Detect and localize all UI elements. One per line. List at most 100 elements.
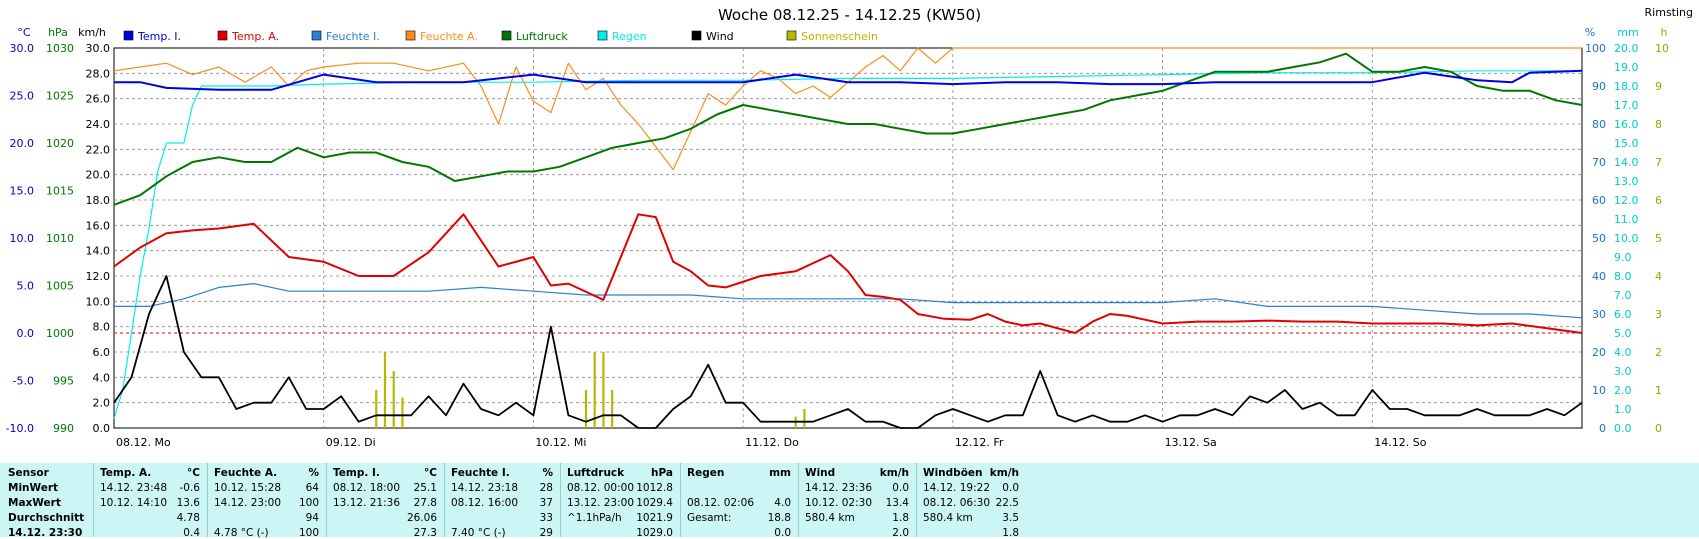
series-feuchte-a (113, 47, 1582, 171)
rain-axis-tick: 14.0 (1614, 156, 1639, 169)
rain-axis-tick: 3.0 (1614, 365, 1632, 378)
pressure-axis-tick: 1020 (46, 137, 74, 150)
humidity-axis-tick: 90 (1592, 80, 1606, 93)
legend-swatch (691, 30, 702, 41)
cell-value: 0.0 (1002, 482, 1019, 494)
sun-axis-tick: 1 (1655, 384, 1662, 397)
cell-value: 0.0 (774, 527, 791, 539)
block-sensor: Temp. I. (333, 467, 380, 479)
wind-axis-tick: 4.0 (93, 371, 111, 384)
cell-time: 08.12. 16:00 (451, 497, 518, 509)
cell-value: 29 (539, 527, 553, 539)
legend-label: Wind (706, 30, 734, 43)
table-row-labels: Sensor MinWert MaxWert Durchschnitt 14.12. 2… (0, 463, 93, 539)
rain-axis-tick: 13.0 (1614, 175, 1639, 188)
sunshine-bar (803, 409, 806, 428)
rain-axis-tick: 16.0 (1614, 118, 1639, 131)
sunshine-bar (375, 390, 378, 428)
pressure-axis-tick: 1010 (46, 232, 74, 245)
rain-axis-tick: 17.0 (1614, 99, 1639, 112)
block-sensor: Wind (805, 467, 836, 479)
cell-time: 13.12. 21:36 (333, 497, 400, 509)
block-unit: hPa (651, 467, 673, 479)
cell-value: 0.4 (183, 527, 200, 539)
block-sensor: Temp. A. (100, 467, 152, 479)
cell-time: 10.12. 14:10 (100, 497, 167, 509)
cell-time: 14.12. 19:22 (923, 482, 990, 494)
sunshine-bar (401, 397, 404, 428)
cell-time: 10.12. 15:28 (214, 482, 281, 494)
cell-value: 3.5 (1002, 512, 1019, 524)
wind-axis-tick: 20.0 (86, 169, 111, 182)
humidity-axis-tick: 20 (1592, 346, 1606, 359)
cell-time: 08.12. 00:00 (567, 482, 634, 494)
pressure-axis-tick: 995 (53, 375, 74, 388)
cell-time: 08.12. 02:06 (687, 497, 754, 509)
cell-time: 14.12. 23:18 (451, 482, 518, 494)
rain-axis-tick: 8.0 (1614, 270, 1632, 283)
rain-axis-tick: 11.0 (1614, 213, 1639, 226)
series-regen (113, 70, 1582, 419)
legend-label: Feuchte A. (420, 30, 478, 43)
rain-axis-tick: 15.0 (1614, 137, 1639, 150)
rain-axis-tick: 1.0 (1614, 403, 1632, 416)
series-wind (113, 275, 1583, 429)
wind-axis-tick: 26.0 (86, 93, 111, 106)
rain-axis-tick: 12.0 (1614, 194, 1639, 207)
cell-value: 0.0 (892, 482, 909, 494)
cell-value: 27.3 (413, 527, 437, 539)
series-feuchte-i (114, 283, 1583, 319)
row-label: MaxWert (8, 497, 61, 509)
temp-axis-tick: 5.0 (17, 280, 35, 293)
humidity-axis-tick: 70 (1592, 156, 1606, 169)
temp-unit: °C (17, 26, 31, 39)
cell-time: 580.4 km (923, 512, 973, 524)
cell-value: 1.8 (892, 512, 909, 524)
cell-time: 14.12. 23:00 (214, 497, 281, 509)
block-unit: km/h (989, 467, 1019, 479)
table-block: Wind km/h 14.12. 23:36 0.0 10.12. 02:30 13.4 5… (798, 463, 917, 539)
block-unit: °C (187, 467, 200, 479)
table-block: Luftdruck hPa 08.12. 00:00 1012.8 13.12. 23:… (560, 463, 681, 539)
legend-swatch (405, 30, 416, 41)
series-temp-a (113, 213, 1583, 334)
rain-axis-tick: 4.0 (1614, 346, 1632, 359)
rain-axis-tick: 6.0 (1614, 308, 1632, 321)
cell-value: 94 (305, 512, 319, 524)
cell-value: 4.0 (774, 497, 791, 509)
cell-value: 64 (305, 482, 319, 494)
cell-time: 13.12. 23:00 (567, 497, 634, 509)
cell-value: -0.6 (179, 482, 201, 494)
block-sensor: Feuchte I. (451, 467, 510, 479)
cell-time: 580.4 km (805, 512, 855, 524)
cell-time: 10.12. 02:30 (805, 497, 872, 509)
cell-value: 100 (298, 497, 319, 509)
x-tick-label: 11.12. Do (745, 436, 799, 449)
block-sensor: Windböen (923, 467, 983, 479)
temp-axis-tick: 30.0 (10, 42, 35, 55)
temp-axis-tick: 15.0 (10, 185, 35, 198)
sun-axis-tick: 8 (1655, 118, 1662, 131)
block-unit: °C (424, 467, 437, 479)
wind-axis-tick: 0.0 (93, 422, 111, 435)
temp-axis-tick: 25.0 (10, 90, 35, 103)
sunshine-bar (602, 352, 605, 428)
cell-value: 25.1 (413, 482, 437, 494)
legend-label: Temp. A. (231, 30, 279, 43)
cell-value: 1021.9 (636, 512, 673, 524)
legend-label: Sonnenschein (801, 30, 878, 43)
block-unit: km/h (879, 467, 909, 479)
cell-value: 13.4 (885, 497, 909, 509)
block-unit: % (308, 467, 319, 479)
wind-axis-tick: 10.0 (86, 295, 111, 308)
sun-axis-tick: 6 (1655, 194, 1662, 207)
wind-axis-tick: 12.0 (86, 270, 111, 283)
pressure-axis-tick: 990 (53, 422, 74, 435)
temp-axis-tick: -5.0 (13, 375, 34, 388)
cell-value: 1029.4 (636, 497, 673, 509)
x-tick-label: 08.12. Mo (116, 436, 171, 449)
row-label: 14.12. 23:30 (8, 527, 83, 539)
row-label: Durchschnitt (8, 512, 85, 524)
block-unit: mm (769, 467, 791, 479)
rain-axis-tick: 7.0 (1614, 289, 1632, 302)
